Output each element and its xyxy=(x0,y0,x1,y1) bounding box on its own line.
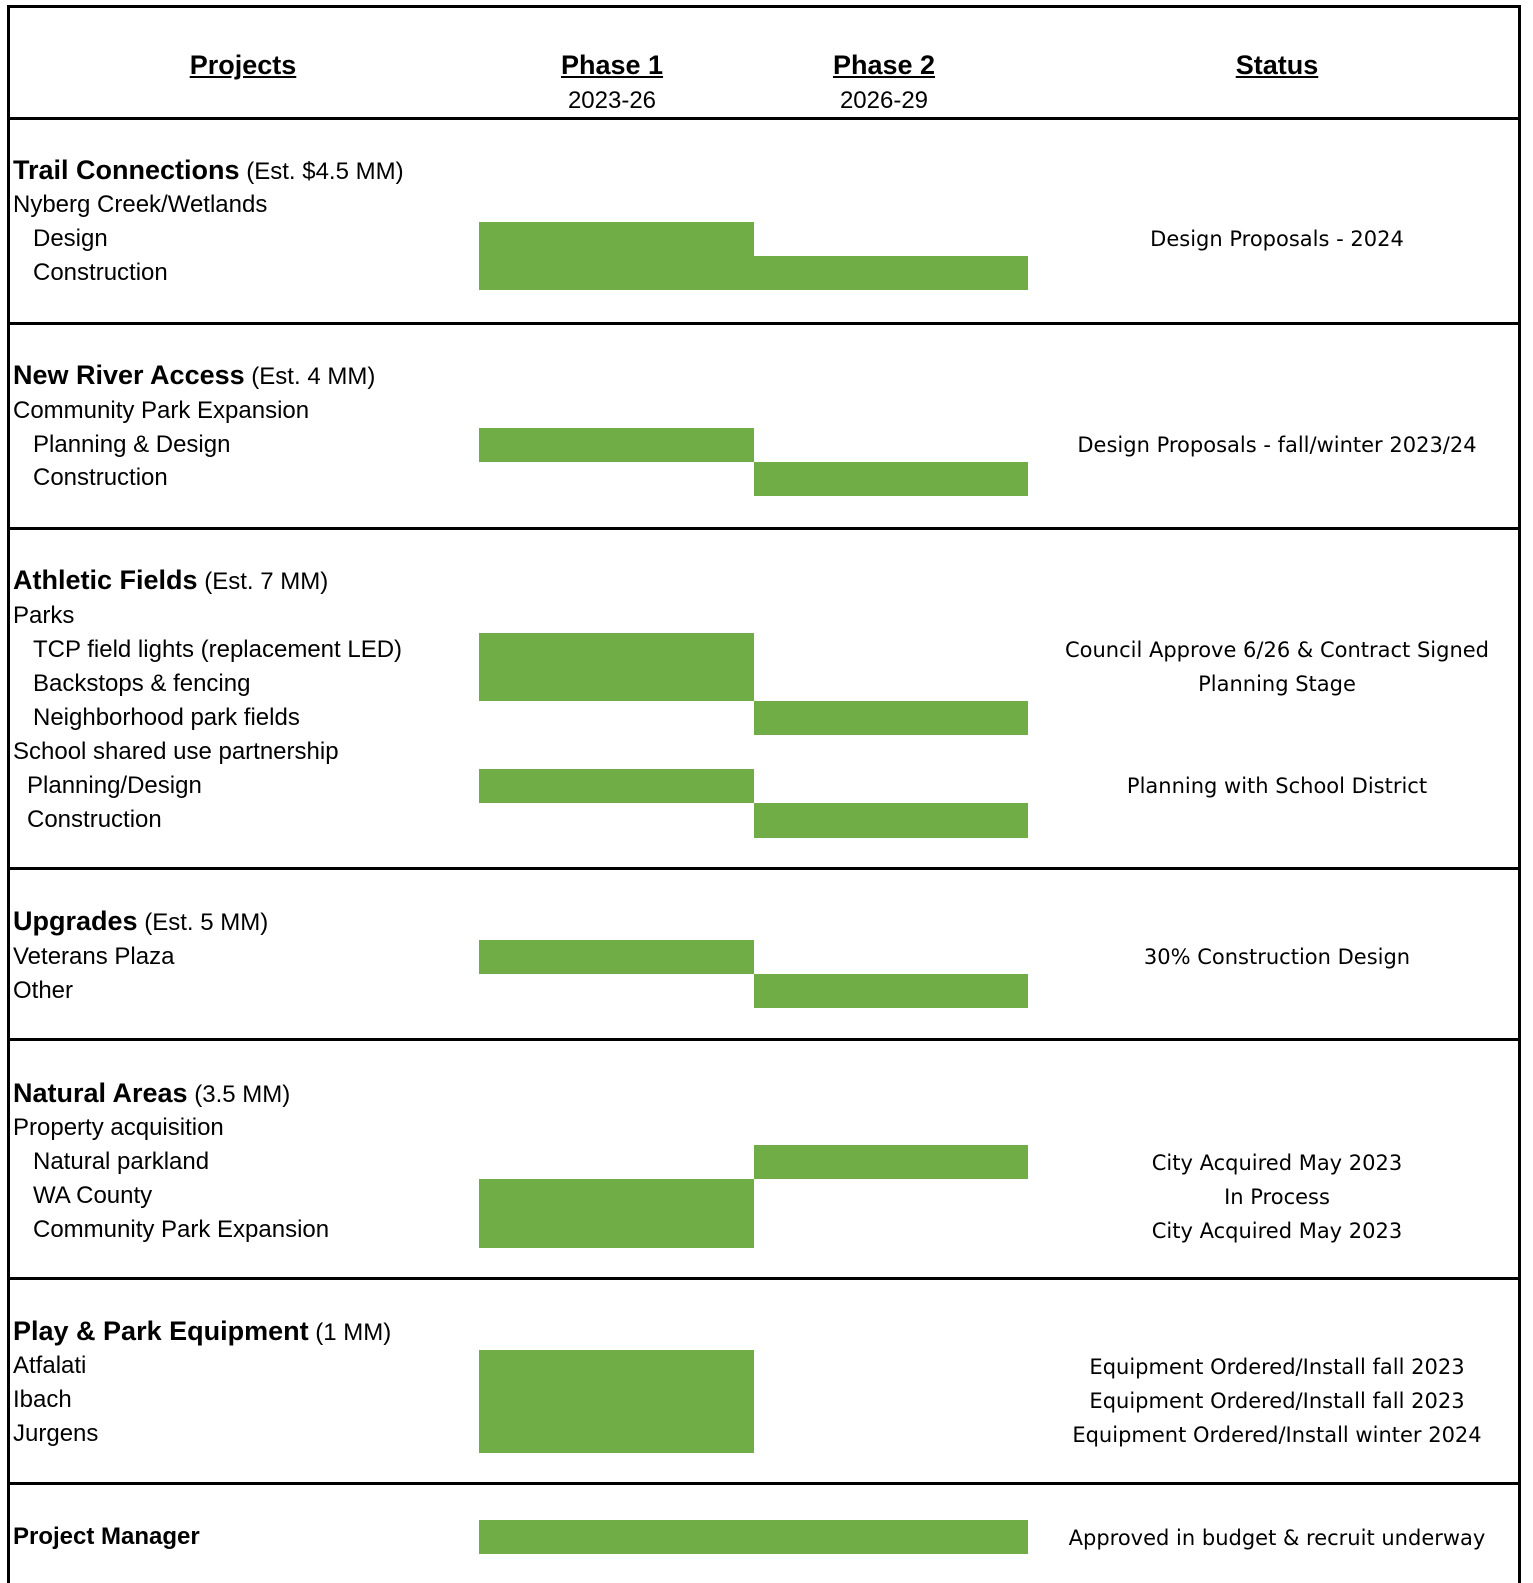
divider xyxy=(7,322,1521,325)
row-label: Community Park Expansion xyxy=(33,1216,330,1243)
status-text: Planning with School District xyxy=(1126,774,1428,798)
phase-bar xyxy=(754,1145,1028,1179)
section-title-trail: Trail Connections (Est. $4.5 MM) xyxy=(13,155,404,185)
divider xyxy=(7,867,1521,870)
divider xyxy=(7,1277,1521,1280)
section-title-river: New River Access (Est. 4 MM) xyxy=(13,360,376,390)
phase-bar xyxy=(754,803,1028,838)
status-text: Planning Stage xyxy=(1198,672,1356,696)
status-text: In Process xyxy=(1224,1185,1330,1209)
row-label: Planning & Design xyxy=(33,431,231,458)
status-text: Equipment Ordered/Install fall 2023 xyxy=(1089,1389,1465,1413)
phase-bar xyxy=(479,1179,754,1248)
status-text: Design Proposals - fall/winter 2023/24 xyxy=(1077,433,1477,457)
row-label: Community Park Expansion xyxy=(13,397,310,424)
row-label: Parks xyxy=(13,602,75,629)
phase-bar xyxy=(479,1350,754,1453)
table-frame xyxy=(7,5,1521,1583)
row-label: School shared use partnership xyxy=(13,738,339,765)
row-label: TCP field lights (replacement LED) xyxy=(33,636,403,663)
row-label: Construction xyxy=(27,806,162,833)
phase-bar xyxy=(479,222,754,256)
status-text: City Acquired May 2023 xyxy=(1151,1151,1403,1175)
divider xyxy=(7,117,1521,120)
divider xyxy=(7,527,1521,530)
section-title-athletic: Athletic Fields (Est. 7 MM) xyxy=(13,565,329,595)
row-label: Design xyxy=(33,225,108,252)
row-label: Property acquisition xyxy=(13,1114,224,1141)
row-label: Nyberg Creek/Wetlands xyxy=(13,191,268,218)
header-phase1: Phase 1 xyxy=(560,50,664,80)
header-status: Status xyxy=(1235,50,1319,80)
status-text: Equipment Ordered/Install fall 2023 xyxy=(1089,1355,1465,1379)
status-text: Approved in budget & recruit underway xyxy=(1068,1526,1486,1550)
header-phase2-years: 2026-29 xyxy=(839,87,929,114)
phase-bar xyxy=(479,769,754,803)
section-title-natural: Natural Areas (3.5 MM) xyxy=(13,1078,291,1108)
status-text: Council Approve 6/26 & Contract Signed xyxy=(1064,638,1490,662)
section-title-upgrades: Upgrades (Est. 5 MM) xyxy=(13,906,269,936)
phase-bar xyxy=(754,701,1028,735)
header-phase2: Phase 2 xyxy=(832,50,936,80)
divider xyxy=(7,1038,1521,1041)
phase-bar xyxy=(479,428,754,462)
row-label: Construction xyxy=(33,259,168,286)
header-phase1-years: 2023-26 xyxy=(567,87,657,114)
phase-bar xyxy=(479,940,754,974)
row-label: Natural parkland xyxy=(33,1148,210,1175)
row-label: Jurgens xyxy=(13,1420,99,1447)
row-label: WA County xyxy=(33,1182,153,1209)
status-text: Design Proposals - 2024 xyxy=(1150,227,1404,251)
header-projects: Projects xyxy=(189,50,297,80)
row-label: Other xyxy=(13,977,74,1004)
row-label: Atfalati xyxy=(13,1352,87,1379)
phase-bar xyxy=(479,633,754,701)
section-title-pm: Project Manager xyxy=(13,1523,200,1550)
phase-bar xyxy=(754,462,1028,496)
row-label: Planning/Design xyxy=(27,772,202,799)
status-text: Equipment Ordered/Install winter 2024 xyxy=(1072,1423,1482,1447)
row-label: Backstops & fencing xyxy=(33,670,251,697)
phase-bar xyxy=(754,974,1028,1008)
row-label: Ibach xyxy=(13,1386,72,1413)
row-label: Neighborhood park fields xyxy=(33,704,300,731)
status-text: 30% Construction Design xyxy=(1143,945,1411,969)
status-text: City Acquired May 2023 xyxy=(1151,1219,1403,1243)
section-title-play: Play & Park Equipment (1 MM) xyxy=(13,1316,392,1346)
phase-bar xyxy=(479,1520,1028,1554)
divider xyxy=(7,1482,1521,1485)
row-label: Veterans Plaza xyxy=(13,943,175,970)
row-label: Construction xyxy=(33,464,168,491)
phase-bar xyxy=(479,256,1028,290)
